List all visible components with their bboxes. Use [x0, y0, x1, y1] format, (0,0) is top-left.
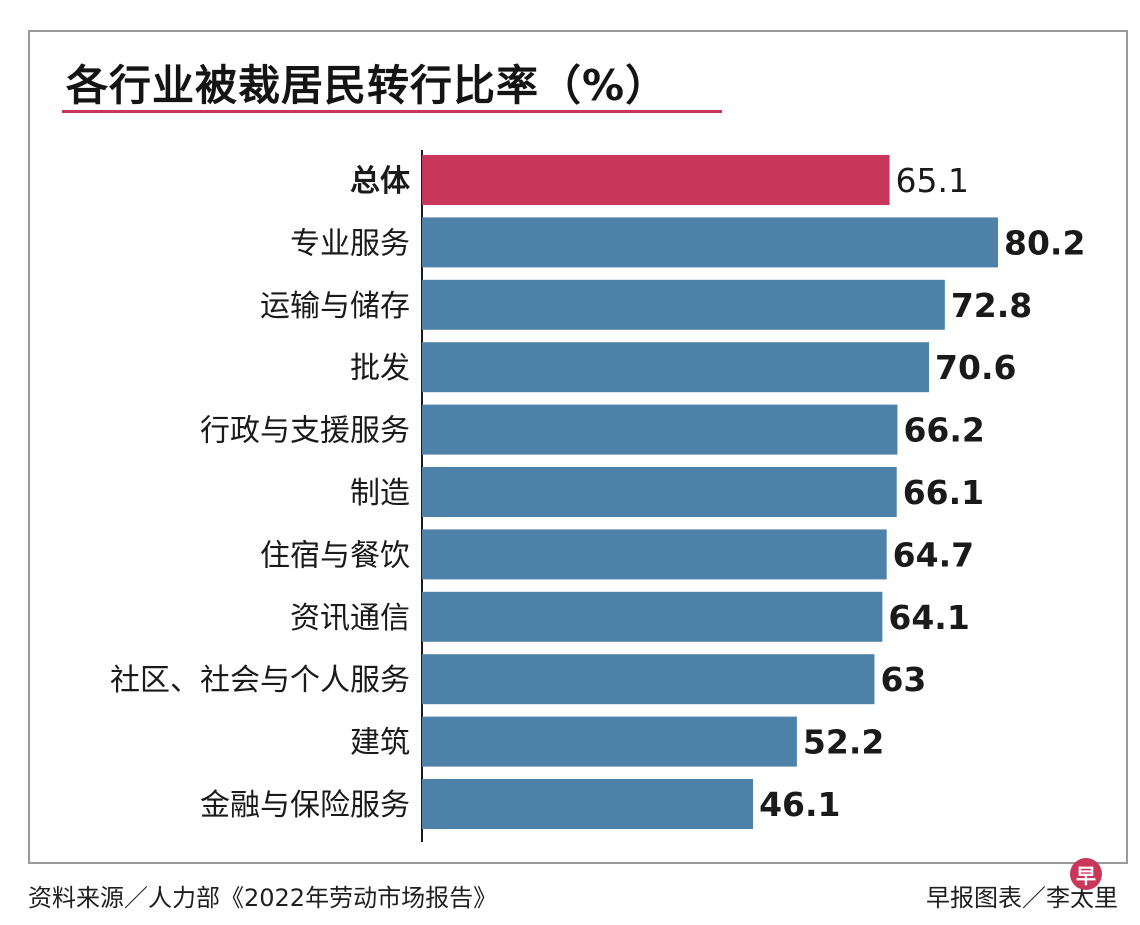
category-label-1: 专业服务	[290, 226, 410, 261]
value-label-9: 52.2	[803, 723, 884, 762]
value-label-7: 64.1	[888, 598, 969, 637]
category-label-3: 批发	[350, 351, 410, 386]
value-label-0: 65.1	[896, 161, 969, 200]
value-label-10: 46.1	[759, 785, 840, 824]
category-label-8: 社区、社会与个人服务	[110, 663, 410, 698]
bar-7	[422, 591, 883, 642]
value-label-1: 80.2	[1004, 223, 1085, 262]
value-label-4: 66.2	[903, 411, 984, 450]
bar-5	[422, 467, 897, 517]
bar-2	[422, 279, 945, 330]
category-label-9: 建筑	[350, 726, 410, 761]
bar-8	[422, 654, 875, 705]
value-label-8: 63	[880, 660, 926, 699]
bar-10	[422, 779, 754, 829]
value-label-6: 64.7	[893, 535, 974, 574]
category-label-4: 行政与支援服务	[200, 414, 410, 449]
bar-6	[422, 529, 887, 580]
bar-4	[422, 404, 898, 455]
source-note: 资料来源／人力部《2022年劳动市场报告》	[28, 884, 498, 912]
category-label-6: 住宿与餐饮	[260, 538, 410, 573]
category-label-0: 总体	[350, 164, 411, 199]
title-underline	[62, 110, 722, 113]
category-label-5: 制造	[350, 476, 410, 511]
value-label-3: 70.6	[935, 348, 1016, 387]
bar-0	[422, 155, 890, 205]
category-label-10: 金融与保险服务	[200, 788, 410, 823]
category-label-7: 资讯通信	[290, 601, 410, 636]
bar-3	[422, 342, 930, 393]
zaobao-logo-icon: 早	[1070, 858, 1102, 890]
chart-title: 各行业被裁居民转行比率（%）	[66, 61, 669, 110]
bar-9	[422, 716, 797, 767]
category-label-2: 运输与储存	[260, 289, 410, 324]
value-label-2: 72.8	[951, 286, 1032, 325]
value-label-5: 66.1	[903, 473, 984, 512]
bar-1	[422, 217, 998, 268]
